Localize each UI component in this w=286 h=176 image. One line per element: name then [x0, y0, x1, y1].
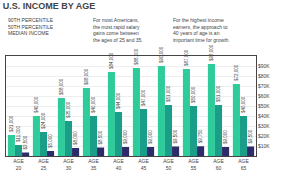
svg-text:$40,000: $40,000 [91, 96, 96, 113]
svg-text:$10K: $10K [258, 143, 270, 149]
svg-text:$5,000: $5,000 [48, 134, 53, 148]
svg-text:$11,000: $11,000 [16, 126, 21, 142]
svg-text:$84,000: $84,000 [109, 52, 114, 69]
svg-text:AGE20: AGE20 [13, 158, 24, 171]
svg-text:$8,500: $8,500 [98, 130, 103, 144]
svg-text:$80K: $80K [258, 73, 270, 79]
svg-text:$9,000: $9,000 [123, 130, 128, 144]
svg-text:$58,000: $58,000 [59, 78, 64, 95]
svg-text:$40,000: $40,000 [34, 96, 39, 113]
svg-text:$90,000: $90,000 [159, 46, 164, 63]
svg-text:$35,000: $35,000 [66, 101, 71, 118]
svg-text:AGE55: AGE55 [188, 158, 199, 171]
svg-text:$87,000: $87,000 [184, 49, 189, 66]
svg-text:$40K: $40K [258, 113, 270, 119]
svg-text:For the highest incomeearners,: For the highest incomeearners, the appro… [173, 17, 230, 43]
svg-text:$44,000: $44,000 [116, 92, 121, 109]
svg-text:AGE60: AGE60 [213, 158, 224, 171]
svg-text:$40,000: $40,000 [241, 96, 246, 113]
svg-text:$68,000: $68,000 [84, 68, 89, 85]
svg-text:$24,000: $24,000 [41, 112, 46, 129]
svg-text:$21,000: $21,000 [9, 115, 14, 132]
svg-text:$20K: $20K [258, 133, 270, 139]
svg-text:AGE25: AGE25 [38, 158, 49, 171]
svg-text:$88,000: $88,000 [134, 48, 139, 65]
svg-text:$8,000: $8,000 [73, 131, 78, 145]
svg-text:$72,000: $72,000 [234, 64, 239, 81]
svg-text:$51,000: $51,000 [166, 85, 171, 102]
svg-text:For most Americans,the most ra: For most Americans,the most rapid salary… [93, 17, 143, 43]
svg-text:$90K: $90K [258, 63, 270, 69]
svg-text:AGE35: AGE35 [88, 158, 99, 171]
svg-text:AGE50: AGE50 [163, 158, 174, 171]
svg-text:$70K: $70K [258, 83, 270, 89]
svg-text:$50,000: $50,000 [191, 86, 196, 103]
svg-text:90TH PERCENTILE50TH PERCENTILE: 90TH PERCENTILE50TH PERCENTILEMEDIAN INC… [8, 17, 54, 36]
svg-text:$9,500: $9,500 [248, 129, 253, 143]
svg-text:$9,500: $9,500 [173, 129, 178, 143]
svg-text:AGE45: AGE45 [138, 158, 149, 171]
svg-text:$92,000: $92,000 [209, 44, 214, 61]
svg-text:$60K: $60K [258, 93, 270, 99]
svg-text:$51,000: $51,000 [216, 85, 221, 102]
svg-text:AGE40: AGE40 [113, 158, 124, 171]
svg-text:AGE65: AGE65 [238, 158, 249, 171]
svg-text:$3,500: $3,500 [23, 135, 28, 149]
svg-text:$47,000: $47,000 [141, 89, 146, 106]
svg-text:$9,000: $9,000 [223, 130, 228, 144]
svg-text:U.S. INCOME BY AGE: U.S. INCOME BY AGE [3, 1, 96, 11]
svg-text:$30K: $30K [258, 123, 270, 129]
svg-text:$50K: $50K [258, 103, 270, 109]
svg-text:AGE30: AGE30 [63, 158, 74, 171]
svg-text:$9,750: $9,750 [198, 129, 203, 143]
svg-text:$9,000: $9,000 [148, 130, 153, 144]
